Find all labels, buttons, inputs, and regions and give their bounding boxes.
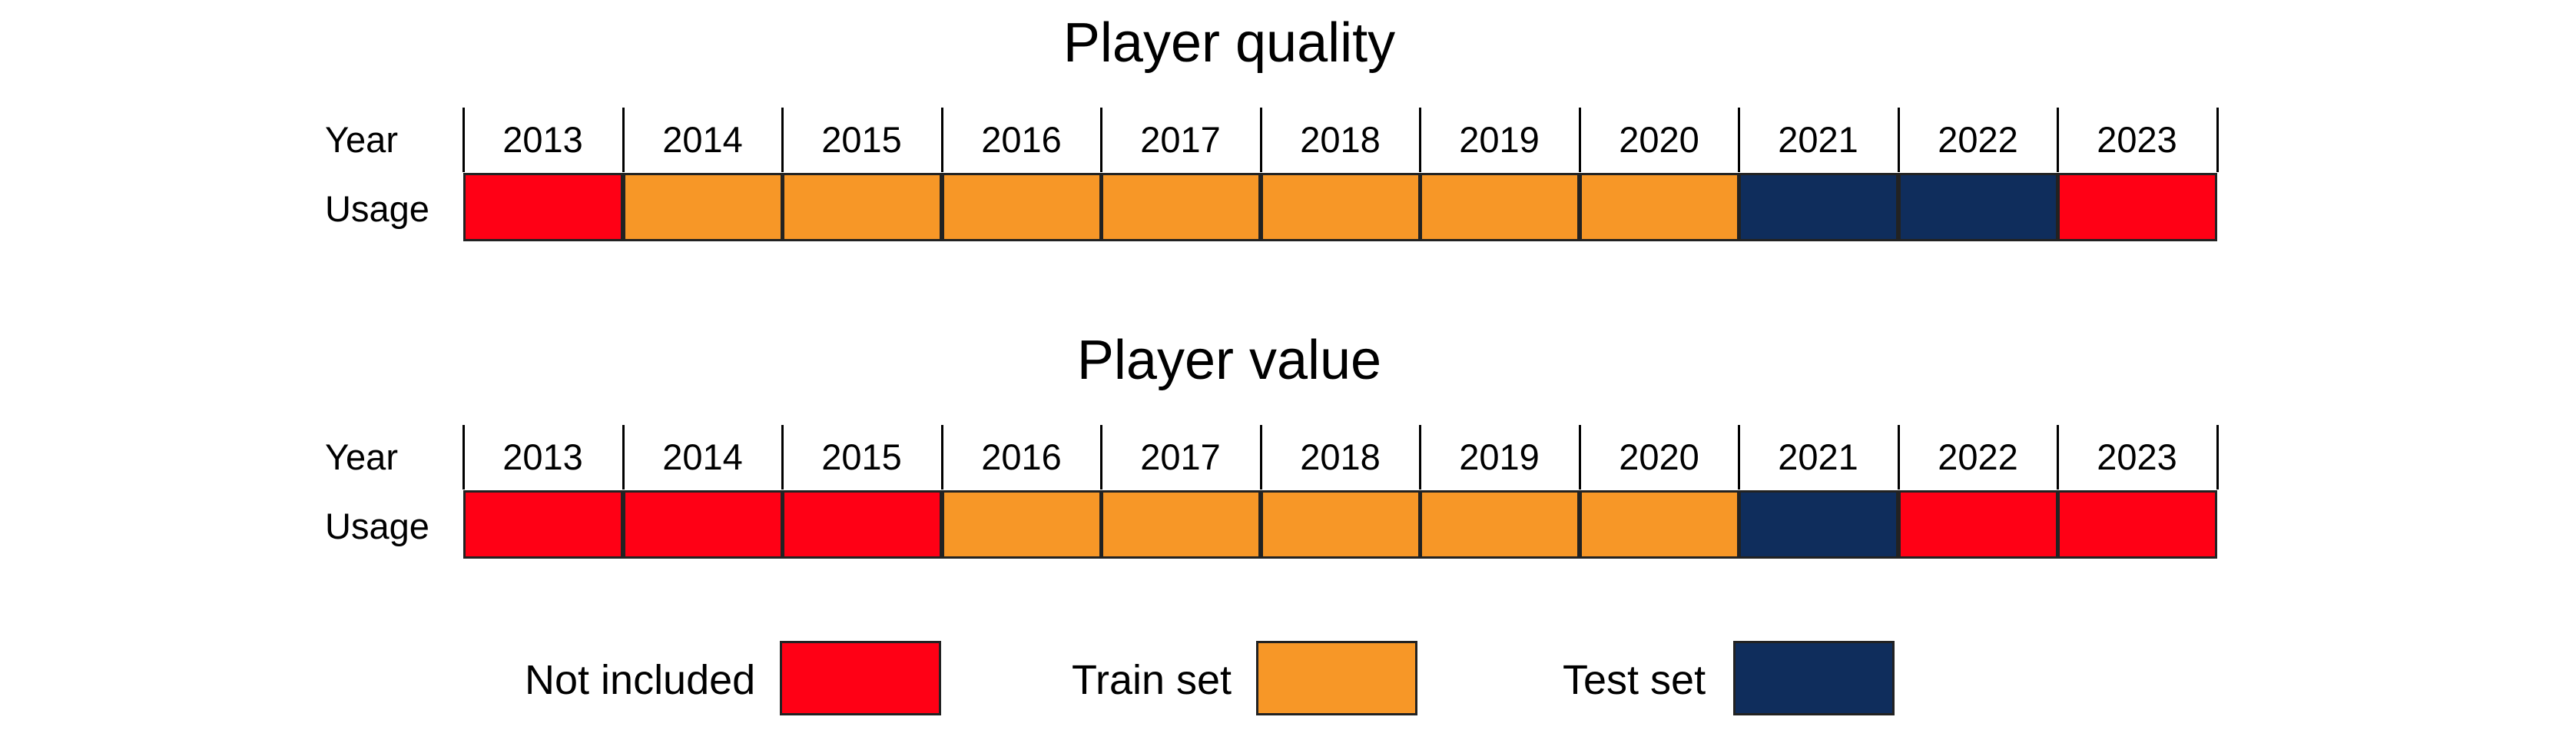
year-label: 2020 [1619, 119, 1699, 160]
year-label: 2022 [1938, 436, 2018, 477]
usage-cell [2057, 173, 2217, 241]
year-label: 2019 [1459, 119, 1540, 160]
legend-label-test-set: Test set [1563, 657, 1706, 703]
usage-cell [1261, 490, 1421, 559]
year-divider [1100, 425, 1102, 489]
year-divider [941, 425, 943, 489]
year-label: 2023 [2097, 119, 2177, 160]
year-label: 2017 [1140, 119, 1221, 160]
usage-cell [1101, 490, 1261, 559]
usage-cell [1420, 490, 1580, 559]
usage-cell [1580, 173, 1739, 241]
year-divider [941, 108, 943, 172]
usage-cell [782, 490, 942, 559]
usage-cell [1101, 173, 1261, 241]
year-label: 2018 [1300, 436, 1381, 477]
year-label: 2016 [981, 436, 1062, 477]
usage-row-label: Usage [325, 188, 429, 229]
usage-cell [623, 490, 783, 559]
year-label: 2018 [1300, 119, 1381, 160]
year-divider [1898, 108, 1900, 172]
usage-cell [1580, 490, 1739, 559]
usage-cell [623, 173, 783, 241]
year-label: 2014 [662, 119, 743, 160]
usage-cell [1261, 173, 1421, 241]
usage-cell [2057, 490, 2217, 559]
year-label: 2020 [1619, 436, 1699, 477]
legend-label-train-set: Train set [1072, 657, 1232, 703]
year-divider [1579, 108, 1581, 172]
year-divider [1738, 425, 1740, 489]
year-label: 2019 [1459, 436, 1540, 477]
year-divider [622, 108, 625, 172]
year-divider [781, 108, 784, 172]
year-divider [1898, 425, 1900, 489]
usage-row-label: Usage [325, 506, 429, 546]
year-label: 2015 [821, 436, 902, 477]
year-divider [462, 108, 465, 172]
year-divider [462, 425, 465, 489]
year-label: 2013 [502, 436, 583, 477]
year-label: 2014 [662, 436, 743, 477]
usage-cell [1898, 173, 2058, 241]
year-label: 2013 [502, 119, 583, 160]
usage-cell [1898, 490, 2058, 559]
usage-cell [463, 490, 623, 559]
usage-cell [1739, 173, 1898, 241]
year-label: 2015 [821, 119, 902, 160]
year-divider [1260, 425, 1262, 489]
year-label: 2021 [1778, 119, 1858, 160]
usage-cell [942, 173, 1102, 241]
year-row-label: Year [325, 436, 398, 477]
legend-label-not-included: Not included [525, 657, 756, 703]
year-divider [2216, 425, 2219, 489]
year-label: 2017 [1140, 436, 1221, 477]
year-divider [2216, 108, 2219, 172]
year-row-label: Year [325, 119, 398, 160]
year-divider [1260, 108, 1262, 172]
year-divider [1419, 425, 1421, 489]
year-divider [2057, 108, 2059, 172]
usage-cell [782, 173, 942, 241]
year-label: 2023 [2097, 436, 2177, 477]
year-divider [622, 425, 625, 489]
panel-title: Player value [1076, 330, 1382, 391]
usage-cell [463, 173, 623, 241]
usage-cell [942, 490, 1102, 559]
legend-swatch-test-set [1733, 641, 1895, 715]
year-divider [2057, 425, 2059, 489]
year-divider [1100, 108, 1102, 172]
year-divider [1738, 108, 1740, 172]
legend-swatch-not-included [780, 641, 941, 715]
legend-swatch-train-set [1256, 641, 1417, 715]
year-label: 2022 [1938, 119, 2018, 160]
year-divider [781, 425, 784, 489]
usage-cell [1420, 173, 1580, 241]
year-label: 2016 [981, 119, 1062, 160]
year-divider [1579, 425, 1581, 489]
panel-title: Player quality [1063, 12, 1396, 74]
year-divider [1419, 108, 1421, 172]
year-label: 2021 [1778, 436, 1858, 477]
usage-cell [1739, 490, 1898, 559]
